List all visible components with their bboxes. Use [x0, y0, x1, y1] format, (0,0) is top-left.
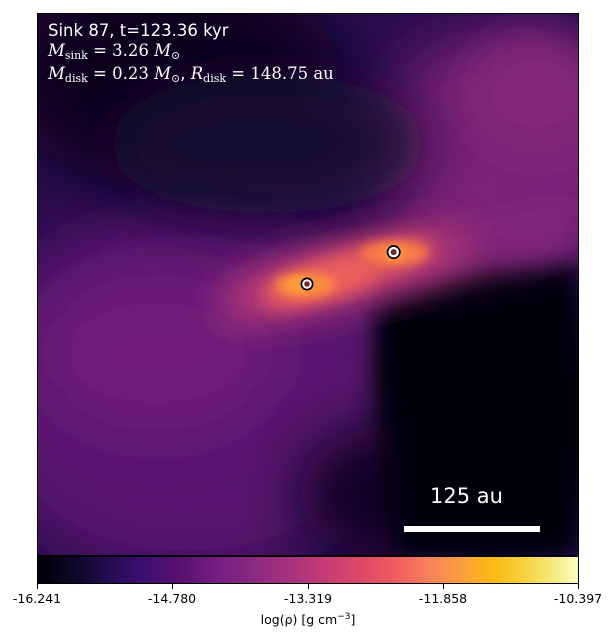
colorbar-tick: [37, 584, 38, 589]
solar-subscript-2: ⊙: [171, 72, 181, 85]
colorbar-label: log(ρ) [g cm−3]: [261, 612, 356, 627]
colorbar: [37, 556, 579, 584]
sink-info-title: Sink 87, t=123.36 kyr: [48, 21, 229, 40]
m-disk-symbol: M: [48, 64, 65, 83]
colorbar-label-prefix: log(ρ) [g cm: [260, 612, 338, 627]
sink-primary: [300, 277, 314, 291]
solar-mass-symbol-2: M: [154, 64, 171, 83]
r-disk-symbol: R: [190, 64, 204, 83]
r-disk-unit: au: [313, 64, 334, 83]
sink-mass-label: Msink = 3.26 M⊙: [48, 41, 180, 66]
r-disk-value: = 148.75: [231, 64, 309, 83]
m-sink-symbol: M: [48, 41, 65, 60]
colorbar-tick: [172, 584, 173, 589]
density-map-panel: Sink 87, t=123.36 kyr Msink = 3.26 M⊙ Md…: [37, 13, 579, 556]
colorbar-tick-label: -11.858: [418, 591, 468, 606]
colorbar-tick-label: -14.780: [147, 591, 197, 606]
solar-subscript: ⊙: [171, 49, 181, 62]
colorbar-tick: [308, 584, 309, 589]
scale-bar: [404, 526, 540, 532]
m-sink-subscript: sink: [64, 49, 88, 62]
colorbar-tick-label: -16.241: [12, 591, 62, 606]
m-disk-value: = 0.23: [93, 64, 149, 83]
colorbar-tick-label: -13.319: [283, 591, 333, 606]
colorbar-tick-label: -10.397: [553, 591, 603, 606]
disk-properties-label: Mdisk = 0.23 M⊙, Rdisk = 148.75 au: [48, 64, 334, 85]
scale-bar-label: 125 au: [430, 484, 503, 508]
solar-mass-symbol: M: [154, 41, 172, 60]
r-disk-subscript: disk: [203, 72, 227, 85]
colorbar-label-exponent: −3: [337, 612, 351, 622]
sink-secondary: [386, 245, 401, 260]
m-sink-value: = 3.26: [93, 41, 149, 60]
m-disk-subscript: disk: [64, 72, 88, 85]
colorbar-tick: [578, 584, 579, 589]
density-map: [38, 14, 578, 555]
colorbar-label-suffix: ]: [350, 612, 356, 627]
colorbar-tick: [443, 584, 444, 589]
